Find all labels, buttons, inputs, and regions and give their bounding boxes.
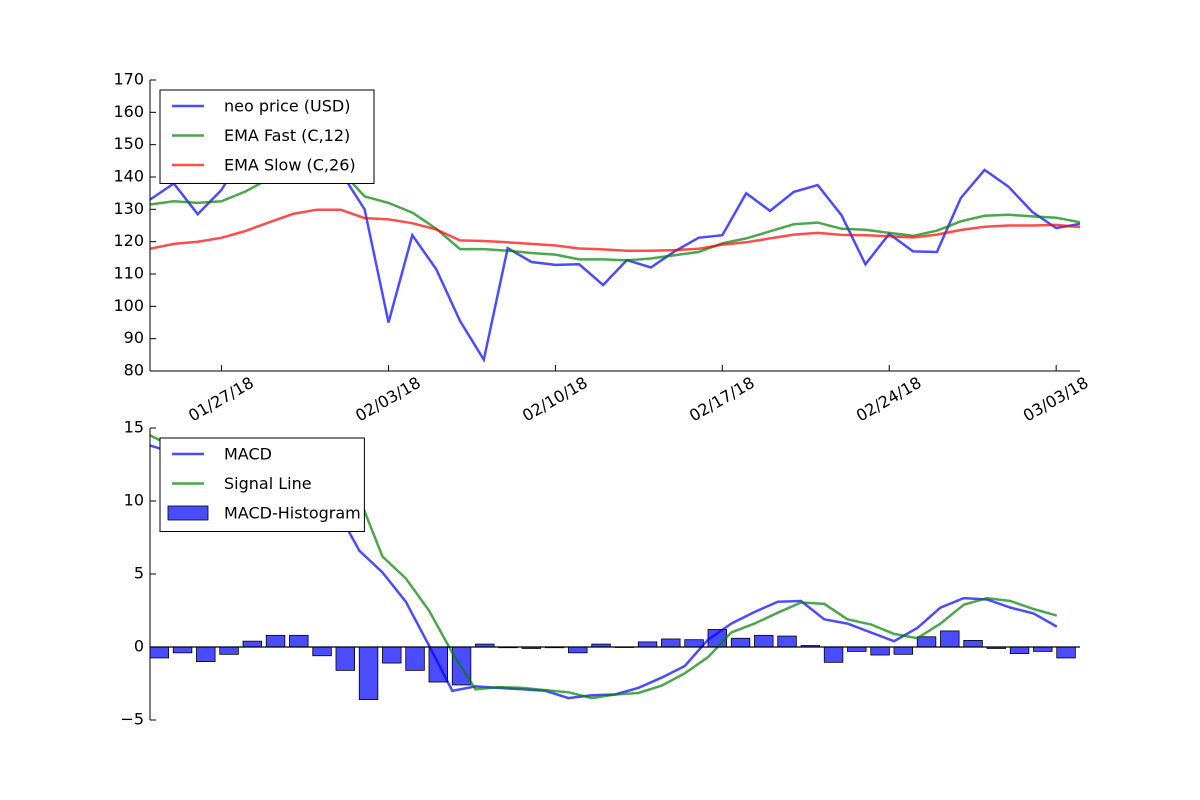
histogram-bar (242, 640, 263, 648)
histogram-bar (963, 640, 983, 648)
y-tick-label: 0 (134, 637, 144, 656)
x-tick-label: 03/03/18 (1020, 373, 1092, 425)
x-tick-label: 02/10/18 (519, 373, 591, 425)
legend-label: EMA Fast (C,12) (224, 126, 350, 145)
y-tick-label: 100 (113, 296, 144, 315)
histogram-bar (730, 637, 751, 648)
legend-swatch (167, 505, 209, 521)
histogram-bar (1033, 646, 1053, 652)
histogram-bar (219, 646, 239, 655)
y-tick-label: 160 (113, 102, 144, 121)
legend-label: MACD (224, 445, 272, 464)
histogram-bar (289, 634, 309, 648)
x-tick-label: 02/03/18 (352, 373, 424, 425)
y-tick-label: 80 (124, 361, 144, 380)
histogram-bar (405, 646, 425, 671)
y-tick-label: 110 (113, 264, 144, 283)
histogram-bar (823, 646, 844, 663)
histogram-bar (382, 646, 402, 664)
histogram-bar (150, 646, 170, 659)
histogram-bar (940, 630, 960, 648)
legend-label: EMA Slow (C,26) (224, 156, 356, 175)
series-line (150, 208, 1080, 252)
histogram-bar (1009, 646, 1030, 654)
y-tick-label: 90 (124, 328, 144, 347)
y-tick-label: 15 (124, 418, 144, 437)
y-tick-label: 5 (134, 564, 144, 583)
histogram-bar (847, 646, 867, 652)
histogram-bar (916, 636, 937, 648)
y-tick-label: 140 (113, 167, 144, 186)
x-tick-label: 02/17/18 (686, 373, 758, 425)
legend-label: MACD-Histogram (224, 504, 361, 523)
y-tick-label: 130 (113, 199, 144, 218)
histogram-bar (172, 646, 193, 654)
histogram-bar (870, 646, 890, 656)
histogram-bar (265, 634, 286, 648)
y-tick-label: 120 (113, 231, 144, 250)
histogram-bar (893, 646, 914, 655)
histogram-bar (1056, 646, 1076, 659)
histogram-bar (684, 639, 704, 648)
histogram-bar (196, 646, 216, 663)
histogram-bar (312, 646, 332, 657)
legend-label: Signal Line (224, 474, 312, 493)
y-tick-label: 150 (113, 134, 144, 153)
histogram-bar (754, 634, 774, 648)
histogram-bar (568, 646, 588, 654)
y-tick-label: −5 (120, 710, 144, 729)
histogram-bar (358, 646, 379, 700)
histogram-bar (335, 646, 356, 671)
histogram-bar (637, 641, 658, 648)
y-tick-label: 10 (124, 491, 144, 510)
x-tick-label: 02/24/18 (853, 373, 925, 425)
histogram-bar (777, 635, 797, 648)
histogram-bar (661, 638, 681, 648)
legend-label: neo price (USD) (224, 97, 350, 116)
x-tick-label: 01/27/18 (185, 373, 257, 425)
y-tick-label: 170 (113, 70, 144, 89)
